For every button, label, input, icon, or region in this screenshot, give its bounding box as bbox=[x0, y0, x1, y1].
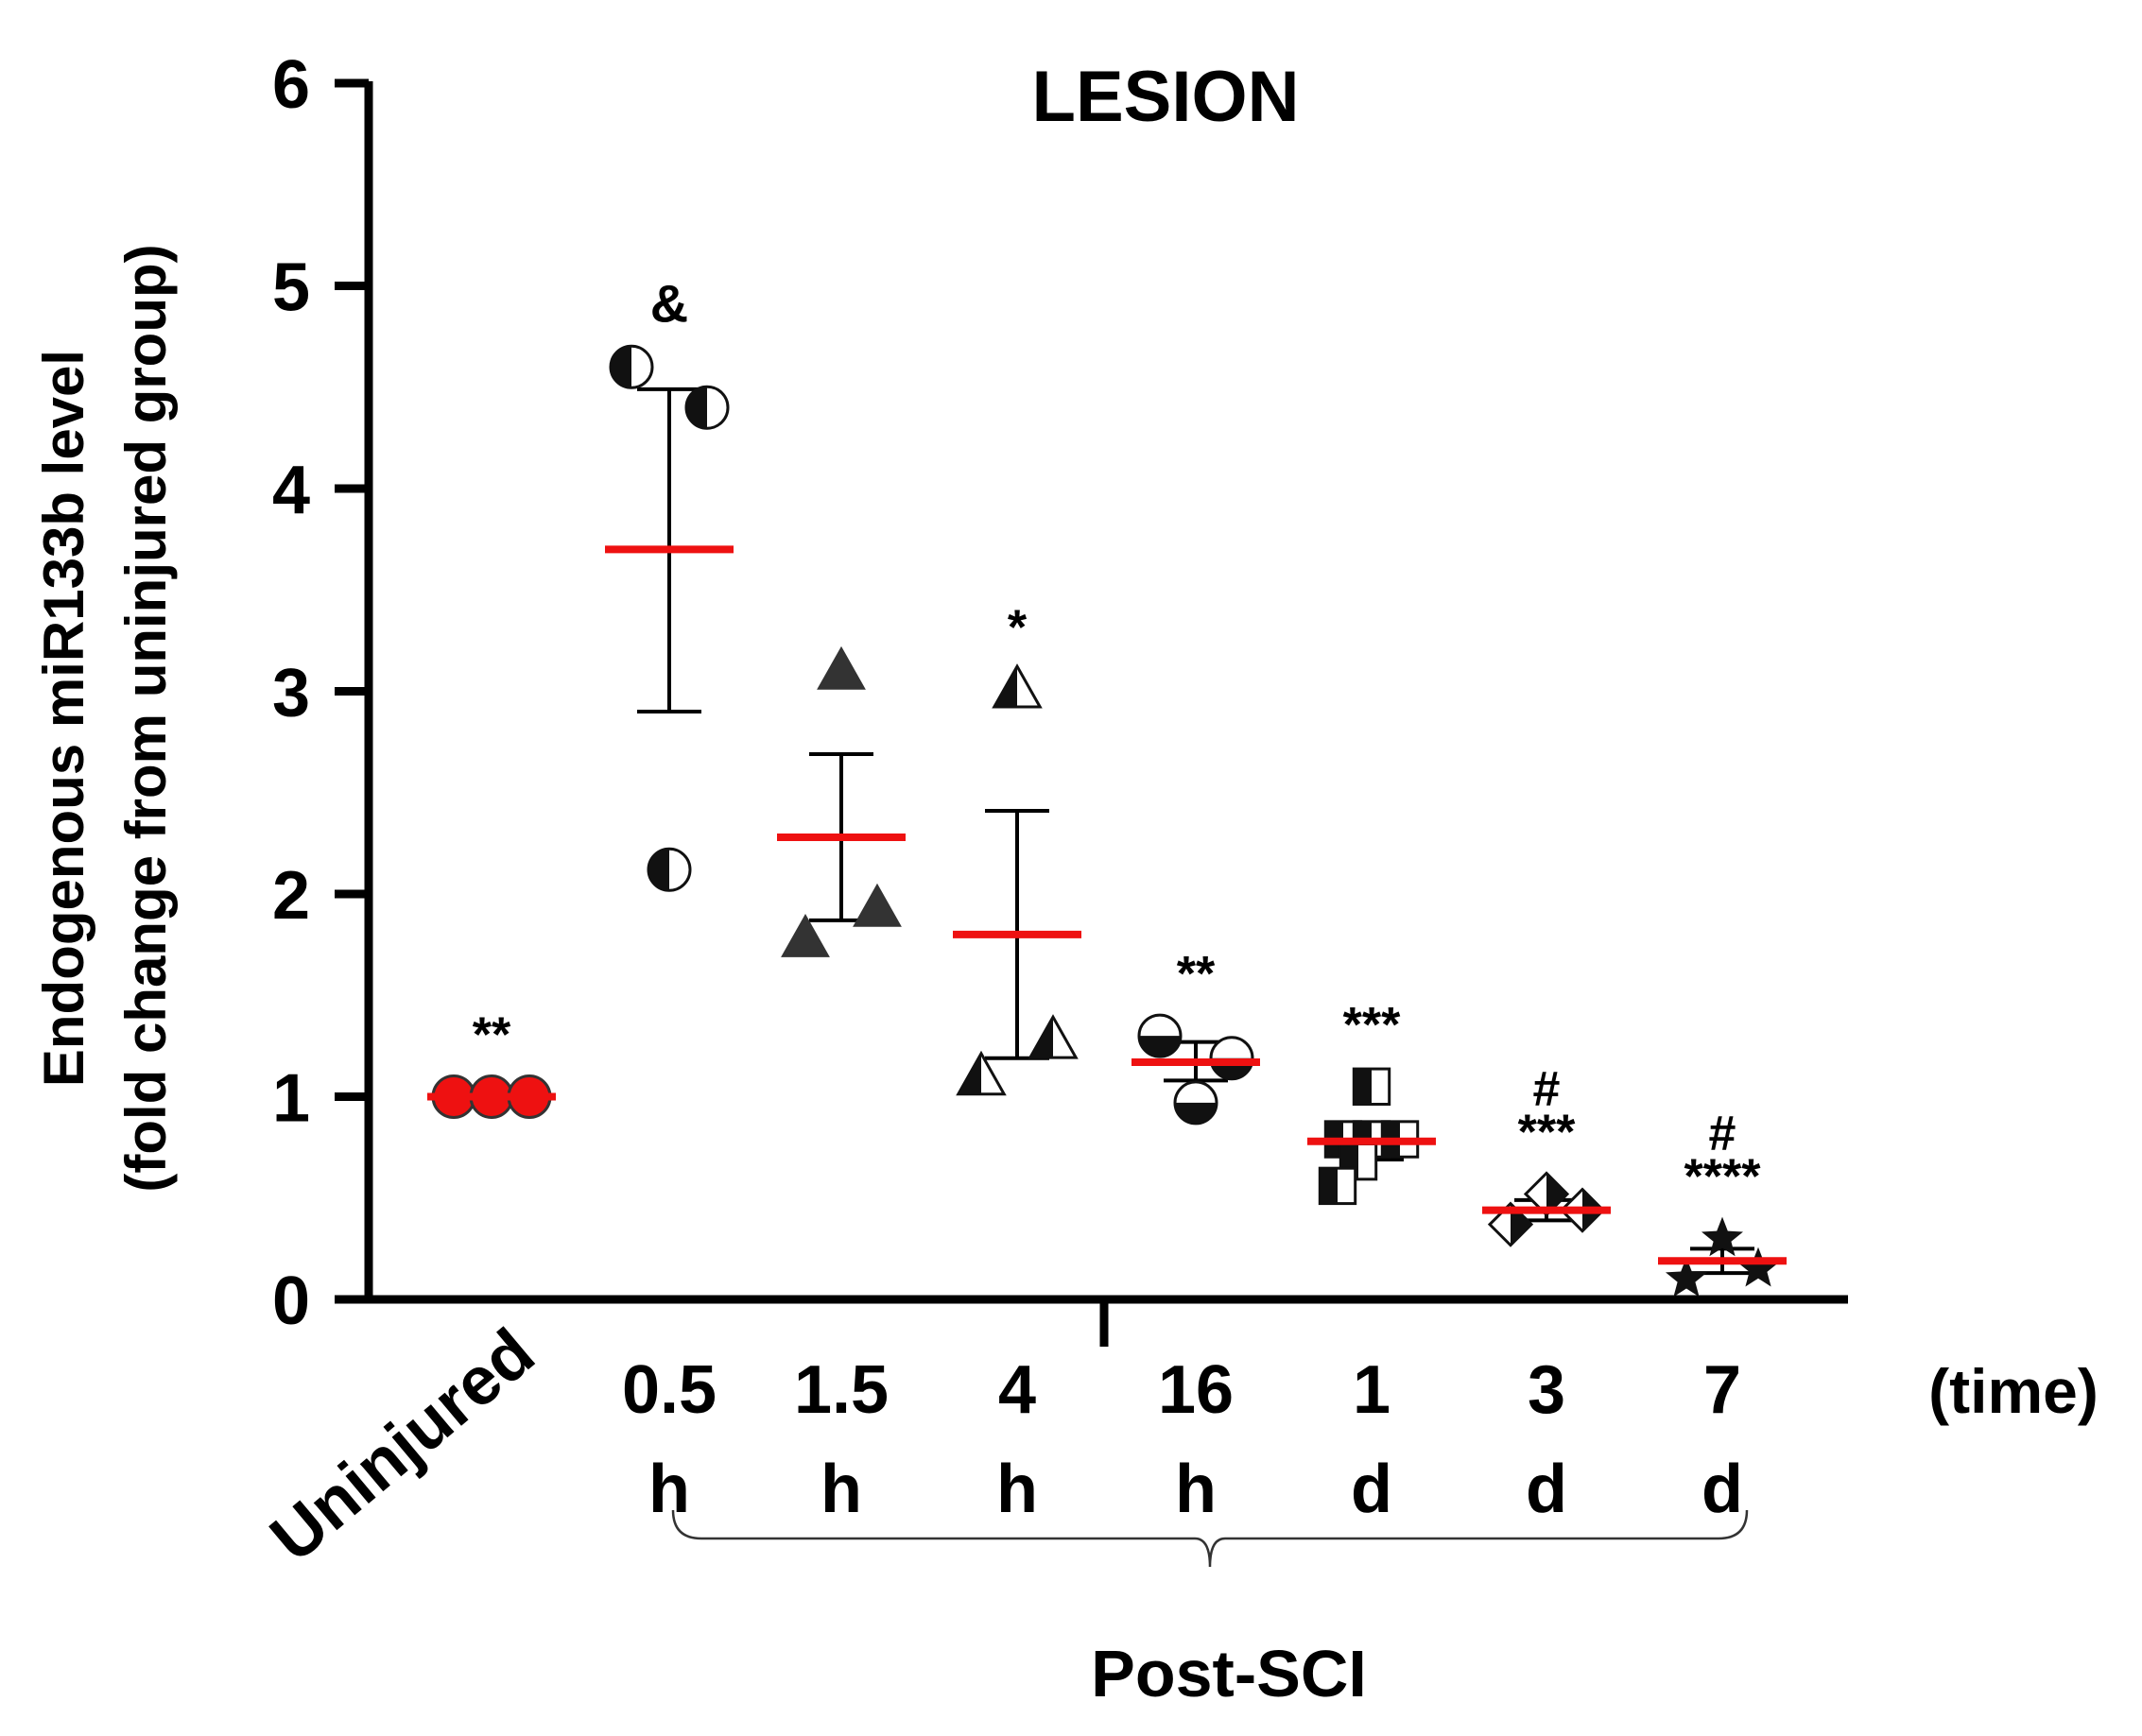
data-point bbox=[647, 847, 692, 892]
data-point bbox=[853, 883, 902, 927]
data-point-shape bbox=[648, 849, 669, 891]
data-point bbox=[1028, 1014, 1079, 1059]
data-point-shape bbox=[1511, 1203, 1531, 1246]
significance-label: * bbox=[1008, 600, 1028, 655]
data-point bbox=[1487, 1201, 1534, 1247]
x-tick-label: 1.5 bbox=[794, 1352, 889, 1428]
group-7d bbox=[1658, 1216, 1787, 1298]
data-point bbox=[1352, 1067, 1391, 1106]
significance-label: ** bbox=[1177, 947, 1216, 1002]
chart-title: LESION bbox=[1032, 57, 1300, 137]
data-point-shape bbox=[1354, 1069, 1372, 1105]
data-point bbox=[1173, 1080, 1218, 1126]
group-1d bbox=[1307, 1067, 1436, 1206]
group-0-5h bbox=[605, 344, 734, 892]
x-tick-unit-label: d bbox=[1702, 1452, 1743, 1527]
x-tick-label: 16 bbox=[1158, 1352, 1234, 1428]
post-sci-bracket bbox=[671, 1509, 1749, 1568]
text-layer: LESION Endogenous miR133b level (fold ch… bbox=[32, 47, 2099, 1710]
data-point-shape bbox=[1702, 1216, 1743, 1257]
data-point bbox=[1702, 1216, 1743, 1257]
significance-label: ** bbox=[473, 1008, 511, 1063]
data-point-shape bbox=[958, 1053, 981, 1094]
data-point-shape bbox=[1175, 1102, 1217, 1124]
x-tick-label: 1 bbox=[1353, 1352, 1391, 1428]
x-tick-unit-label: h bbox=[821, 1452, 862, 1527]
x-tick-label: 7 bbox=[1703, 1352, 1741, 1428]
data-point-shape bbox=[1666, 1257, 1707, 1298]
post-sci-label: Post-SCI bbox=[1091, 1637, 1367, 1710]
x-tick-label: 3 bbox=[1528, 1352, 1565, 1428]
y-tick-label: 1 bbox=[272, 1061, 310, 1137]
y-axis-label-line2: (fold change from uninjured group) bbox=[114, 244, 178, 1192]
data-point-shape bbox=[1737, 1246, 1779, 1287]
y-tick-label: 0 bbox=[272, 1263, 310, 1339]
y-tick-label: 6 bbox=[272, 47, 310, 123]
y-tick-label: 4 bbox=[272, 453, 310, 528]
data-point bbox=[1737, 1246, 1779, 1287]
data-point-shape bbox=[781, 913, 830, 957]
data-point-shape bbox=[1139, 1036, 1181, 1057]
data-point bbox=[1209, 1036, 1254, 1081]
group-4h bbox=[953, 663, 1081, 1096]
data-point bbox=[1523, 1171, 1570, 1217]
significance-label: # bbox=[1709, 1107, 1736, 1161]
data-point bbox=[1318, 1166, 1357, 1206]
data-point bbox=[1666, 1257, 1707, 1298]
data-point bbox=[992, 663, 1043, 709]
group-1-5h bbox=[777, 645, 906, 957]
data-point-shape bbox=[993, 666, 1017, 708]
significance-label: *** bbox=[1343, 998, 1401, 1053]
group-3d bbox=[1482, 1171, 1611, 1247]
data-point bbox=[684, 385, 730, 430]
group-16h bbox=[1131, 1013, 1260, 1126]
data-point-shape bbox=[1320, 1168, 1338, 1204]
data-point bbox=[781, 913, 830, 957]
x-tick-unit-label: h bbox=[1175, 1452, 1217, 1527]
data-layer bbox=[427, 344, 1787, 1298]
data-point-shape bbox=[817, 645, 866, 690]
x-tick-unit-label: d bbox=[1526, 1452, 1567, 1527]
axes-layer bbox=[335, 78, 1848, 1568]
data-point-shape bbox=[853, 883, 902, 927]
x-tick-label-uninjured: Uninjured bbox=[256, 1315, 548, 1576]
x-tick-unit-label: d bbox=[1351, 1452, 1392, 1527]
x-tick-label: 0.5 bbox=[622, 1352, 717, 1428]
significance-label: *** bbox=[1518, 1105, 1576, 1160]
data-point-shape bbox=[1029, 1017, 1053, 1058]
x-tick-unit-label: h bbox=[996, 1452, 1038, 1527]
data-point-shape bbox=[686, 387, 707, 429]
significance-label: # bbox=[1533, 1061, 1561, 1116]
x-tick-label: 4 bbox=[998, 1352, 1036, 1428]
data-point-shape bbox=[1546, 1173, 1567, 1215]
data-point bbox=[609, 344, 654, 389]
significance-label: & bbox=[650, 273, 688, 333]
y-tick-label: 5 bbox=[272, 250, 310, 326]
y-tick-label: 3 bbox=[272, 656, 310, 731]
significance-label: **** bbox=[1684, 1150, 1762, 1205]
data-point bbox=[817, 645, 866, 690]
x-tick-unit-label: h bbox=[648, 1452, 690, 1527]
group-uninjured bbox=[427, 1074, 556, 1119]
data-point bbox=[956, 1050, 1007, 1096]
data-point-shape bbox=[611, 346, 631, 388]
y-axis-label-line1: Endogenous miR133b level bbox=[32, 350, 95, 1087]
time-axis-label: (time) bbox=[1928, 1356, 2099, 1426]
y-tick-label: 2 bbox=[272, 858, 310, 934]
data-point bbox=[1137, 1013, 1183, 1058]
